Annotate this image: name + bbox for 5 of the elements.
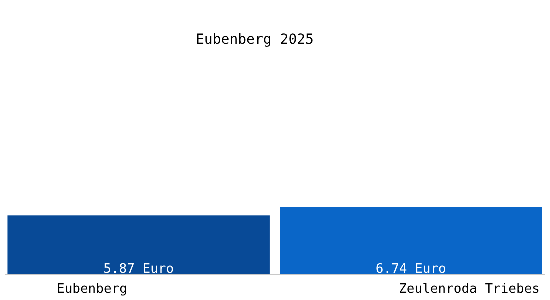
data-label: 5.87 Euro [104, 262, 174, 277]
data-label: 6.74 Euro [376, 262, 446, 277]
chart-title: Eubenberg 2025 [196, 32, 314, 48]
x-tick-label: Eubenberg [57, 282, 128, 297]
x-tick-label: Zeulenroda Triebes [399, 282, 540, 297]
